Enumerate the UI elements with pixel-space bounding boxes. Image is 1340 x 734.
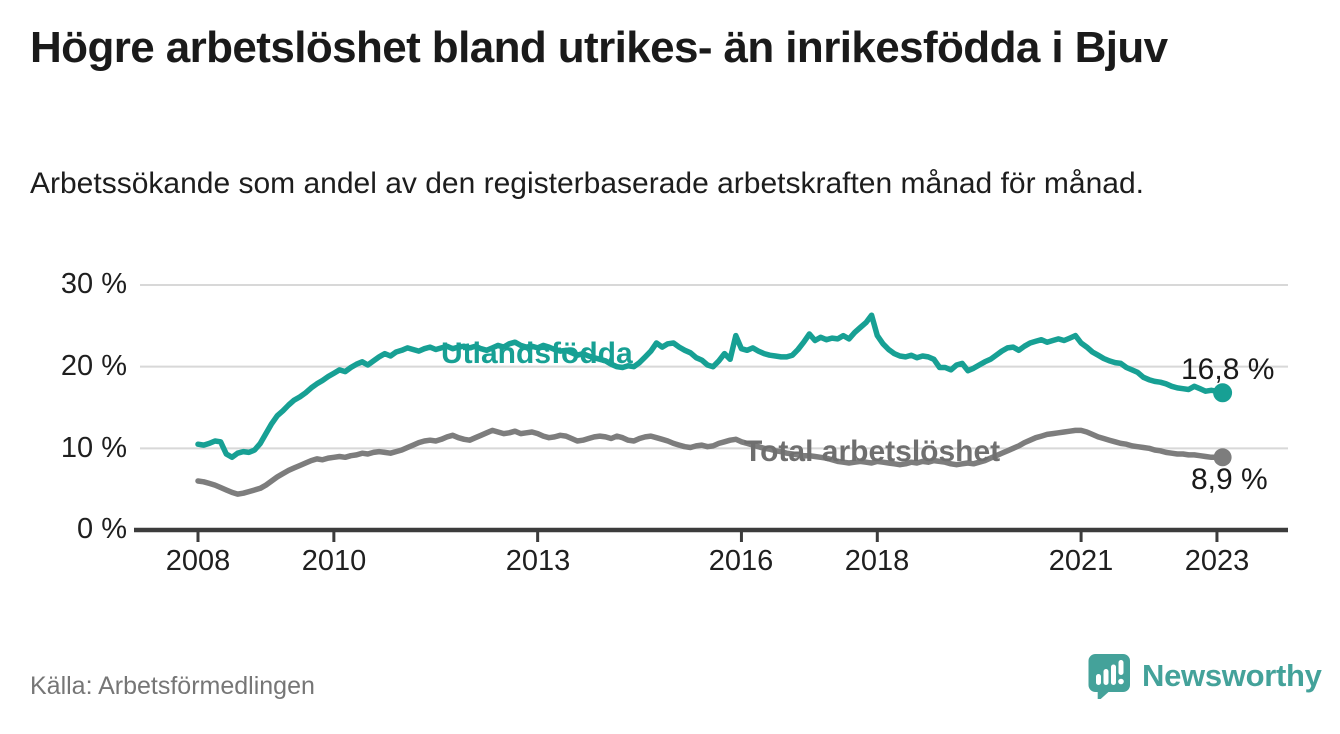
x-tick-label-2010: 2010 — [301, 545, 367, 577]
chart-subtitle: Arbetssökande som andel av den registerb… — [30, 167, 1144, 200]
foreign-born-end-value: 16,8 % — [1181, 353, 1275, 386]
y-tick-label-0: 0 % — [77, 513, 127, 545]
chart-title: Högre arbetslöshet bland utrikes- än inr… — [30, 23, 1168, 72]
source-attribution: Källa: Arbetsförmedlingen — [30, 672, 315, 700]
x-tick-label-2016: 2016 — [708, 545, 774, 577]
foreign-born-series-label: Utlandsfödda — [441, 337, 633, 370]
y-tick-label-20: 20 % — [60, 350, 127, 382]
y-tick-label-10: 10 % — [60, 432, 127, 464]
newsworthy-wordmark: Newsworthy — [1142, 657, 1322, 693]
foreign-born-end-dot — [1213, 383, 1233, 403]
newsworthy-speech-bubble-chart-icon — [1088, 654, 1130, 699]
total-end-value: 8,9 % — [1191, 463, 1268, 496]
total-unemployment-line — [195, 427, 1226, 497]
x-tick-label-2008: 2008 — [165, 545, 231, 577]
x-tick-label-2021: 2021 — [1048, 545, 1114, 577]
x-axis-tick-marks — [196, 530, 1219, 542]
x-tick-label-2013: 2013 — [505, 545, 571, 577]
x-tick-label-2018: 2018 — [844, 545, 910, 577]
newsworthy-logo: Newsworthy — [1086, 652, 1322, 699]
x-tick-label-2023: 2023 — [1184, 545, 1250, 577]
total-series-label: Total arbetslöshet — [744, 435, 1001, 468]
y-tick-label-30: 30 % — [60, 268, 127, 300]
total-series-end-dot — [1213, 448, 1232, 467]
foreign-born-line — [195, 312, 1226, 461]
chart-plot-area — [134, 283, 1288, 542]
